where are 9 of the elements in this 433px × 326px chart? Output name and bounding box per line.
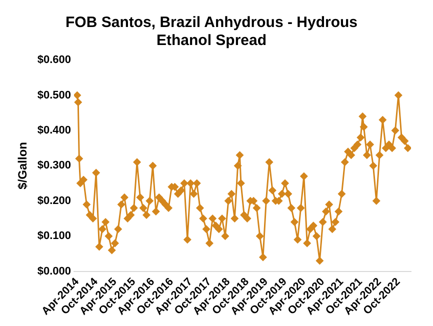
y-tick-label: $0.400 [37,124,72,136]
y-tick-label: $0.500 [37,89,72,102]
y-tick-label: $0.200 [37,194,72,207]
y-tick-label: $0.300 [37,160,72,172]
chart-title: FOB Santos, Brazil Anhydrous - Hydrous Ethanol Spread [66,14,358,50]
y-tick-label: $0.100 [37,230,72,242]
y-tick-label: $0.000 [37,265,72,278]
y-axis-title: $/Gallon [16,142,30,190]
y-tick-label: $0.600 [37,54,72,66]
